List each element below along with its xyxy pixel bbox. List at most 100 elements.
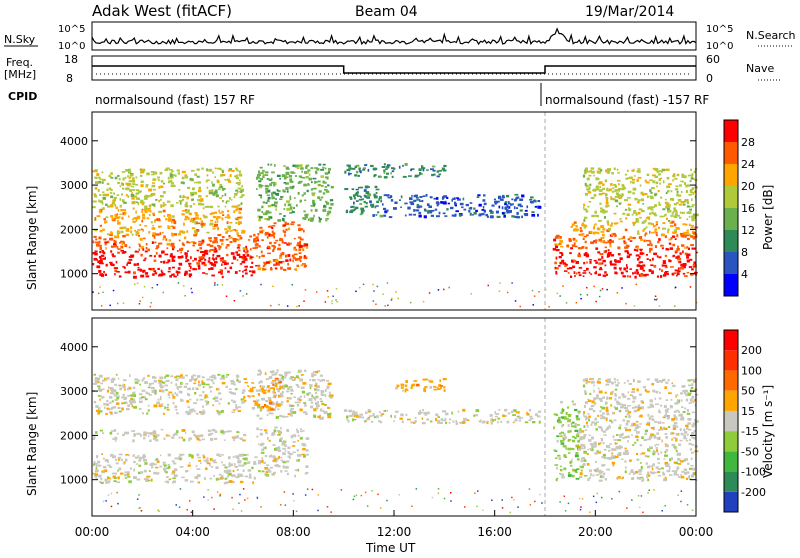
heatmap-cell xyxy=(201,241,204,245)
heatmap-cell xyxy=(258,180,262,183)
heatmap-cell xyxy=(376,205,379,207)
heatmap-cell xyxy=(319,379,322,382)
heatmap-cell xyxy=(673,447,678,450)
heatmap-cell xyxy=(682,263,687,266)
heatmap-cell xyxy=(139,393,143,396)
heatmap-noise-cell xyxy=(616,292,619,294)
heatmap-cell xyxy=(677,260,680,263)
heatmap-cell xyxy=(187,186,191,189)
heatmap-cell xyxy=(301,228,304,231)
heatmap-cell xyxy=(147,409,150,412)
heatmap-cell xyxy=(600,262,604,265)
heatmap-cell xyxy=(415,383,420,387)
heatmap-cell xyxy=(171,170,174,173)
heatmap-cell xyxy=(220,174,223,177)
heatmap-cell xyxy=(119,185,122,188)
heatmap-cell xyxy=(120,245,124,249)
heatmap-cell xyxy=(590,423,593,426)
heatmap-noise-cell xyxy=(311,488,314,491)
heatmap-cell xyxy=(216,254,221,258)
heatmap-cell xyxy=(268,179,272,181)
heatmap-cell xyxy=(633,210,637,213)
heatmap-cell xyxy=(251,386,256,389)
heatmap-cell xyxy=(171,460,175,463)
heatmap-cell xyxy=(675,231,677,234)
heatmap-cell xyxy=(591,214,595,218)
heatmap-cell xyxy=(131,201,136,205)
heatmap-cell xyxy=(131,192,133,195)
heatmap-cell xyxy=(172,433,175,437)
heatmap-cell xyxy=(674,402,677,405)
heatmap-cell xyxy=(94,169,98,172)
heatmap-noise-cell xyxy=(677,494,679,496)
heatmap-cell xyxy=(589,259,592,261)
heatmap-cell xyxy=(661,264,665,267)
heatmap-cell xyxy=(390,199,394,202)
heatmap-cell xyxy=(143,431,147,434)
heatmap-cell xyxy=(152,232,156,236)
heatmap-cell xyxy=(319,218,322,221)
heatmap-cell xyxy=(476,196,480,198)
heatmap-cell xyxy=(617,439,622,442)
heatmap-cell xyxy=(635,212,638,216)
heatmap-cell xyxy=(390,172,392,175)
heatmap-cell xyxy=(134,229,136,232)
heatmap-cell xyxy=(198,459,201,462)
heatmap-cell xyxy=(224,205,227,208)
heatmap-cell xyxy=(678,260,682,264)
heatmap-cell xyxy=(500,420,503,423)
heatmap-cell xyxy=(685,398,689,402)
heatmap-cell xyxy=(652,418,655,422)
heatmap-cell xyxy=(116,270,120,273)
heatmap-cell xyxy=(133,394,136,397)
heatmap-cell xyxy=(400,195,403,199)
heatmap-cell xyxy=(647,422,651,426)
heatmap-cell xyxy=(363,189,367,192)
heatmap-cell xyxy=(688,442,692,445)
heatmap-cell xyxy=(102,470,104,472)
heatmap-cell xyxy=(280,469,283,473)
heatmap-cell xyxy=(295,375,299,378)
heatmap-noise-cell xyxy=(298,305,300,307)
heatmap-cell xyxy=(194,231,198,235)
heatmap-cell xyxy=(314,370,319,374)
heatmap-cell xyxy=(649,446,653,449)
heatmap-cell xyxy=(187,250,189,252)
heatmap-cell xyxy=(687,393,691,396)
heatmap-cell xyxy=(303,402,307,404)
heatmap-cell xyxy=(596,421,599,423)
heatmap-cell xyxy=(293,248,296,251)
heatmap-noise-cell xyxy=(437,488,440,490)
heatmap-cell xyxy=(609,381,614,384)
heatmap-cell xyxy=(625,422,629,426)
heatmap-cell xyxy=(348,167,352,170)
heatmap-cell xyxy=(320,390,325,393)
heatmap-cell xyxy=(215,239,218,242)
colorbar-swatch xyxy=(724,274,738,296)
heatmap-cell xyxy=(208,463,211,467)
heatmap-cell xyxy=(627,391,630,394)
heatmap-cell xyxy=(270,412,274,415)
heatmap-cell xyxy=(299,395,302,398)
heatmap-cell xyxy=(680,476,685,479)
heatmap-cell xyxy=(609,443,612,445)
heatmap-cell xyxy=(659,426,662,430)
heatmap-cell xyxy=(193,234,198,237)
heatmap-cell xyxy=(165,218,168,221)
heatmap-cell xyxy=(631,434,633,436)
heatmap-cell xyxy=(279,432,282,435)
heatmap-cell xyxy=(691,395,695,399)
heatmap-cell xyxy=(166,200,171,203)
heatmap-cell xyxy=(365,202,368,205)
heatmap-cell xyxy=(302,217,307,220)
heatmap-cell xyxy=(635,420,639,423)
heatmap-cell xyxy=(442,410,447,413)
heatmap-cell xyxy=(155,466,159,469)
heatmap-cell xyxy=(599,202,602,205)
heatmap-cell xyxy=(674,250,679,253)
heatmap-cell xyxy=(284,449,287,452)
heatmap-cell xyxy=(586,177,590,181)
heatmap-cell xyxy=(686,471,690,474)
heatmap-cell xyxy=(372,167,377,171)
heatmap-cell xyxy=(305,437,310,440)
